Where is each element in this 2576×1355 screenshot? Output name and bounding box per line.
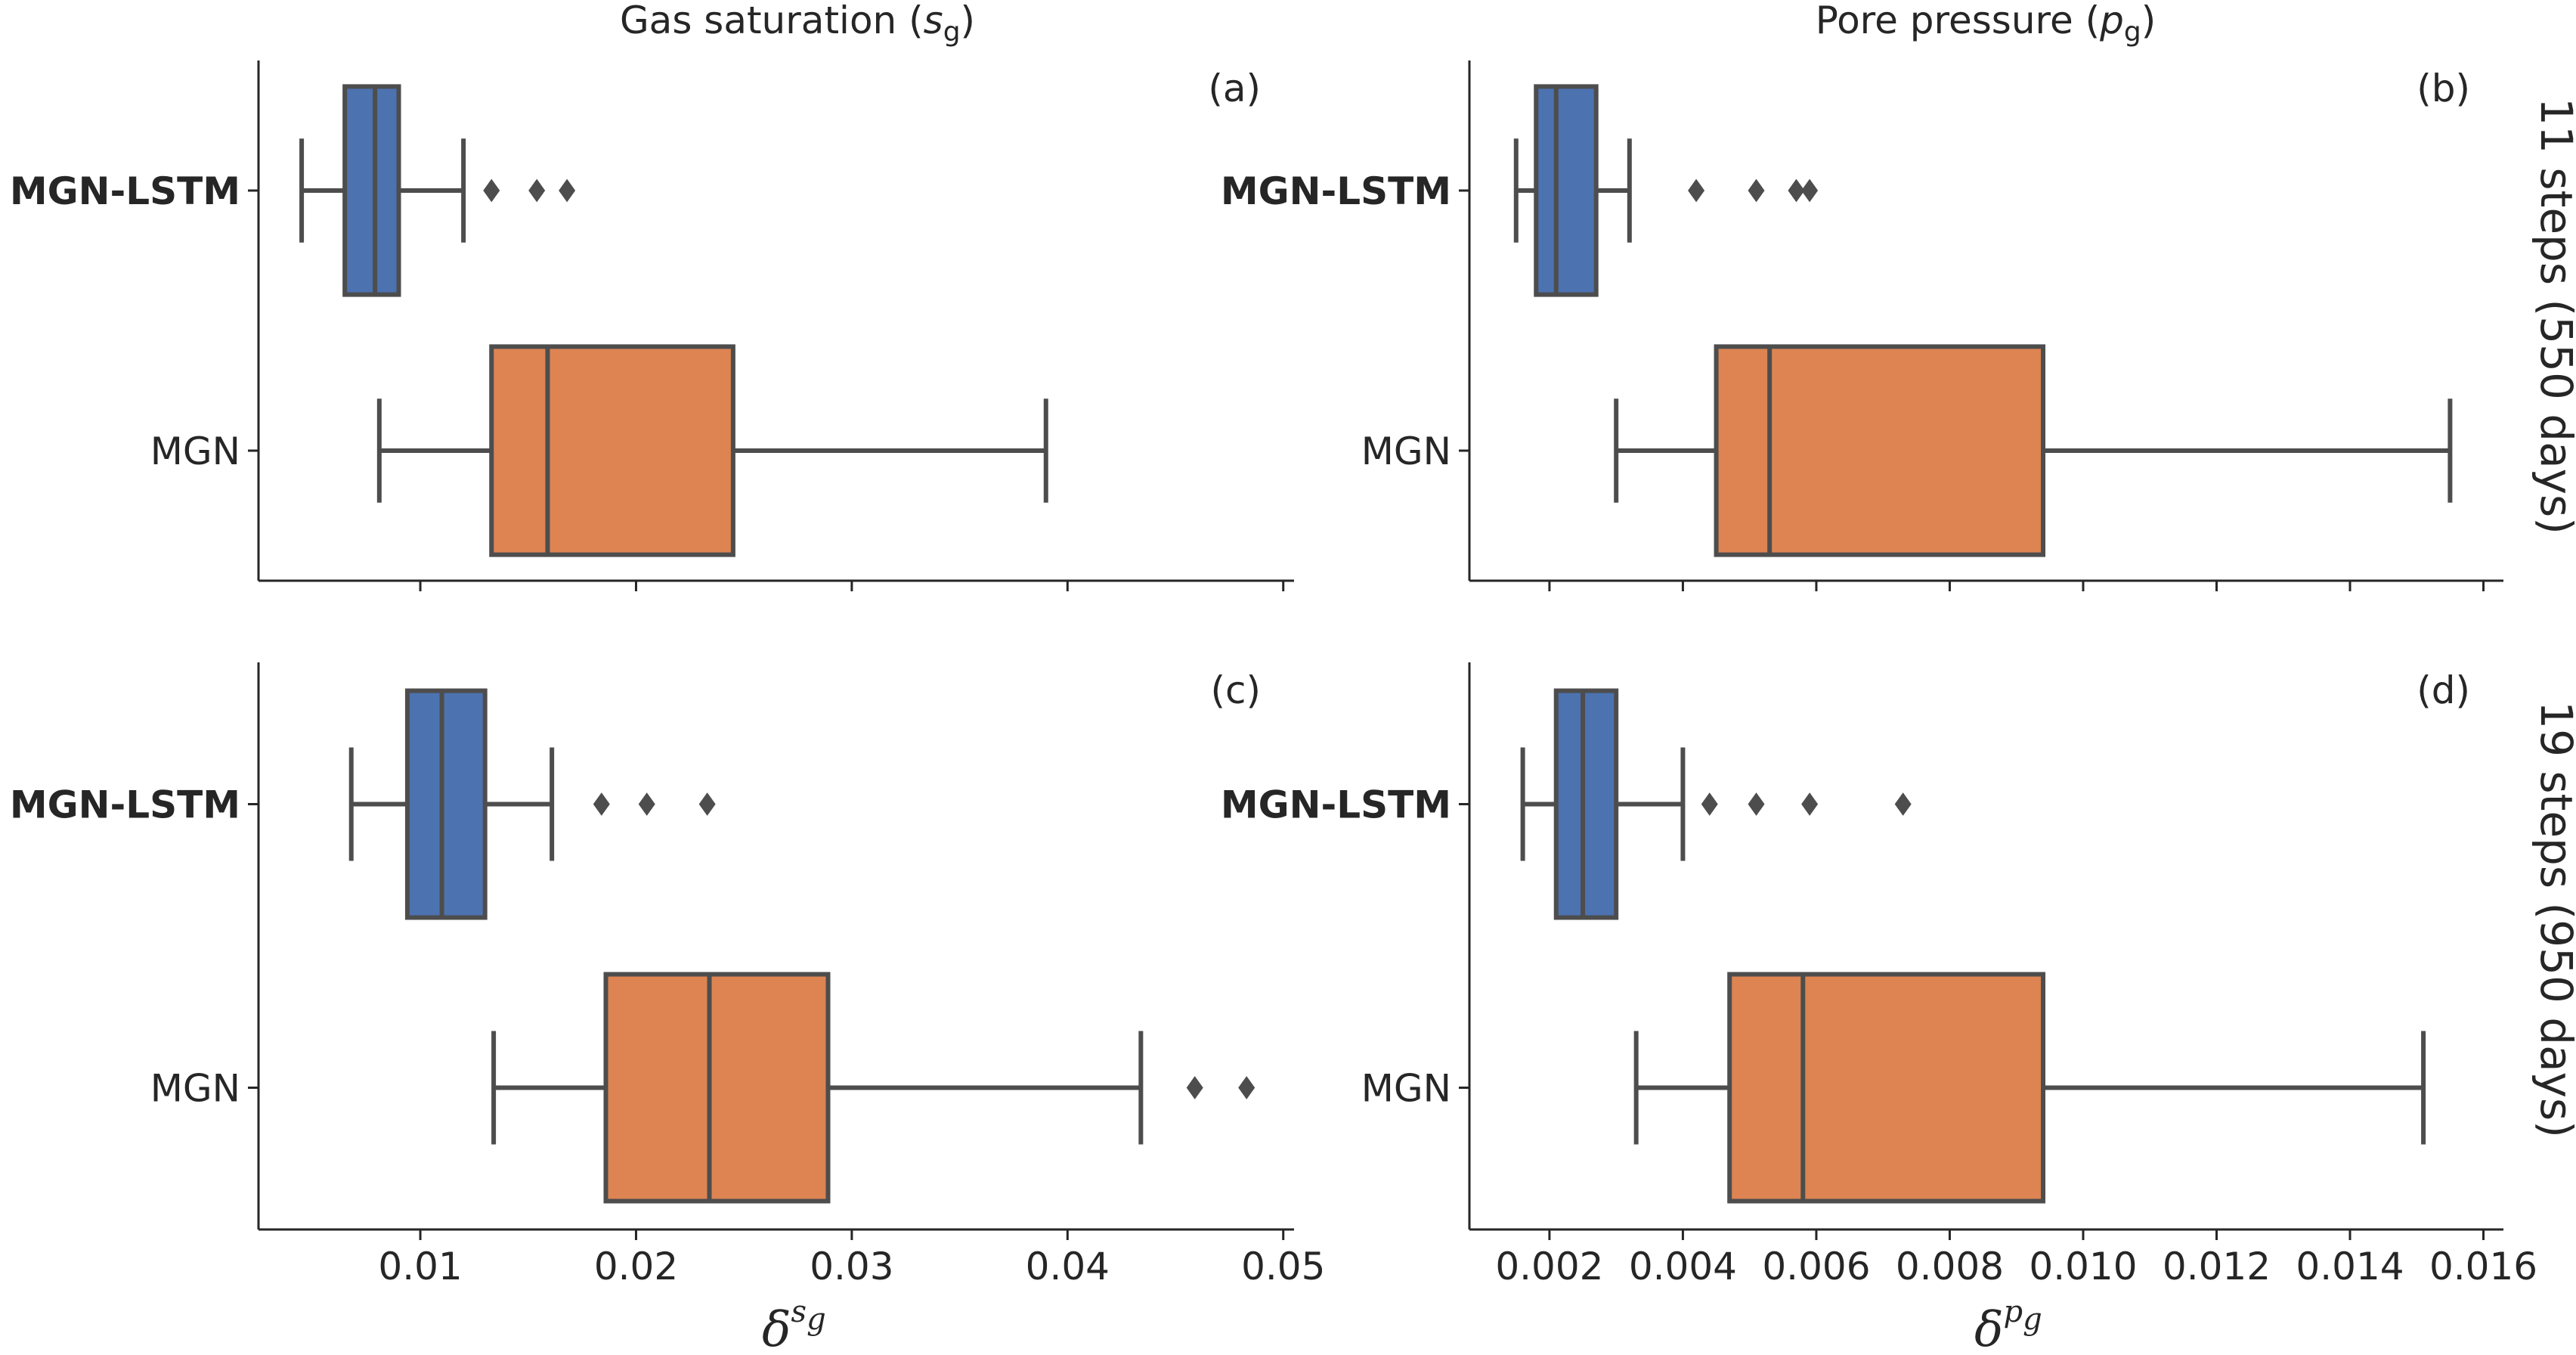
column-title-right: Pore pressure (pg): [1816, 0, 2156, 48]
y-tick-label: MGN: [1361, 429, 1451, 473]
x-tick-label: 0.04: [1026, 1245, 1110, 1288]
y-tick-label: MGN: [150, 429, 240, 473]
panel-d: 0.002 0.004 0.006 0.008 0.010 0.012 0.014 0.016…: [1221, 662, 2537, 1288]
outlier-point: [638, 792, 655, 816]
y-tick-label: MGN-LSTM: [1221, 783, 1451, 827]
box-mgn-lstm: [1520, 688, 1912, 920]
box-iqr: [489, 344, 735, 557]
outlier-point: [1701, 792, 1718, 816]
x-tick-label: 0.004: [1629, 1245, 1737, 1288]
row-title-top: 11 steps (550 days): [2531, 98, 2576, 535]
outlier-point: [1238, 1076, 1255, 1099]
outlier-point: [1801, 178, 1819, 203]
column-title-left: Gas saturation (sg): [620, 0, 975, 48]
box-iqr: [1534, 84, 1599, 297]
panel-letter: (a): [1208, 67, 1261, 110]
outlier-point: [1788, 178, 1805, 203]
panel-letter: (b): [2417, 67, 2470, 110]
box-iqr: [1714, 344, 2046, 557]
x-axis-label-right: δpg: [1974, 1295, 2042, 1355]
x-tick-label: 0.010: [2029, 1245, 2137, 1288]
y-tick-label: MGN-LSTM: [10, 169, 240, 213]
outlier-point: [593, 792, 610, 816]
x-tick-label: 0.05: [1241, 1245, 1325, 1288]
x-tick-label: 0.006: [1762, 1245, 1870, 1288]
y-tick-label: MGN-LSTM: [1221, 169, 1451, 213]
outlier-point: [559, 178, 576, 203]
box-mgn: [1633, 972, 2426, 1204]
box-mgn-lstm: [299, 84, 576, 297]
box-mgn-lstm: [348, 688, 716, 920]
x-tick-label: 0.014: [2296, 1245, 2404, 1288]
outlier-point: [698, 792, 716, 816]
outlier-point: [1748, 792, 1765, 816]
outlier-point: [1748, 178, 1765, 203]
x-tick-label: 0.03: [810, 1245, 893, 1288]
row-title-bottom: 19 steps (950 days): [2531, 701, 2576, 1138]
panels: MGN-LSTM MGN (a) MGN-LSTM MGN (b) 0.01 0.02 0.03…: [10, 60, 2537, 1288]
box-iqr: [404, 688, 488, 920]
outlier-point: [1688, 178, 1705, 203]
box-mgn-lstm: [1513, 84, 1819, 297]
outlier-point: [528, 178, 546, 203]
x-tick-label: 0.002: [1495, 1245, 1603, 1288]
box-mgn: [1614, 344, 2453, 557]
outlier-point: [1894, 792, 1912, 816]
y-tick-label: MGN-LSTM: [10, 783, 240, 827]
outlier-point: [1801, 792, 1819, 816]
panel-c: 0.01 0.02 0.03 0.04 0.05 MGN-LSTM MGN (c): [10, 662, 1325, 1288]
outlier-point: [1186, 1076, 1203, 1099]
x-tick-label: 0.012: [2163, 1245, 2271, 1288]
x-tick-label: 0.01: [378, 1245, 462, 1288]
box-iqr: [1553, 688, 1619, 920]
panel-letter: (d): [2417, 668, 2470, 712]
outlier-point: [483, 178, 500, 203]
box-iqr: [1727, 972, 2046, 1204]
x-tick-label: 0.016: [2429, 1245, 2537, 1288]
panel-a: MGN-LSTM MGN (a): [10, 60, 1294, 591]
panel-b: MGN-LSTM MGN (b): [1221, 60, 2503, 591]
panel-letter: (c): [1210, 668, 1261, 712]
y-tick-label: MGN: [150, 1067, 240, 1111]
box-mgn: [491, 972, 1255, 1204]
y-tick-label: MGN: [1361, 1067, 1451, 1111]
x-tick-label: 0.008: [1896, 1245, 2004, 1288]
box-iqr: [603, 972, 831, 1204]
box-iqr: [342, 84, 401, 297]
x-tick-label: 0.02: [594, 1245, 678, 1288]
box-mgn: [376, 344, 1048, 557]
x-axis-label-left: δsg: [762, 1295, 826, 1355]
